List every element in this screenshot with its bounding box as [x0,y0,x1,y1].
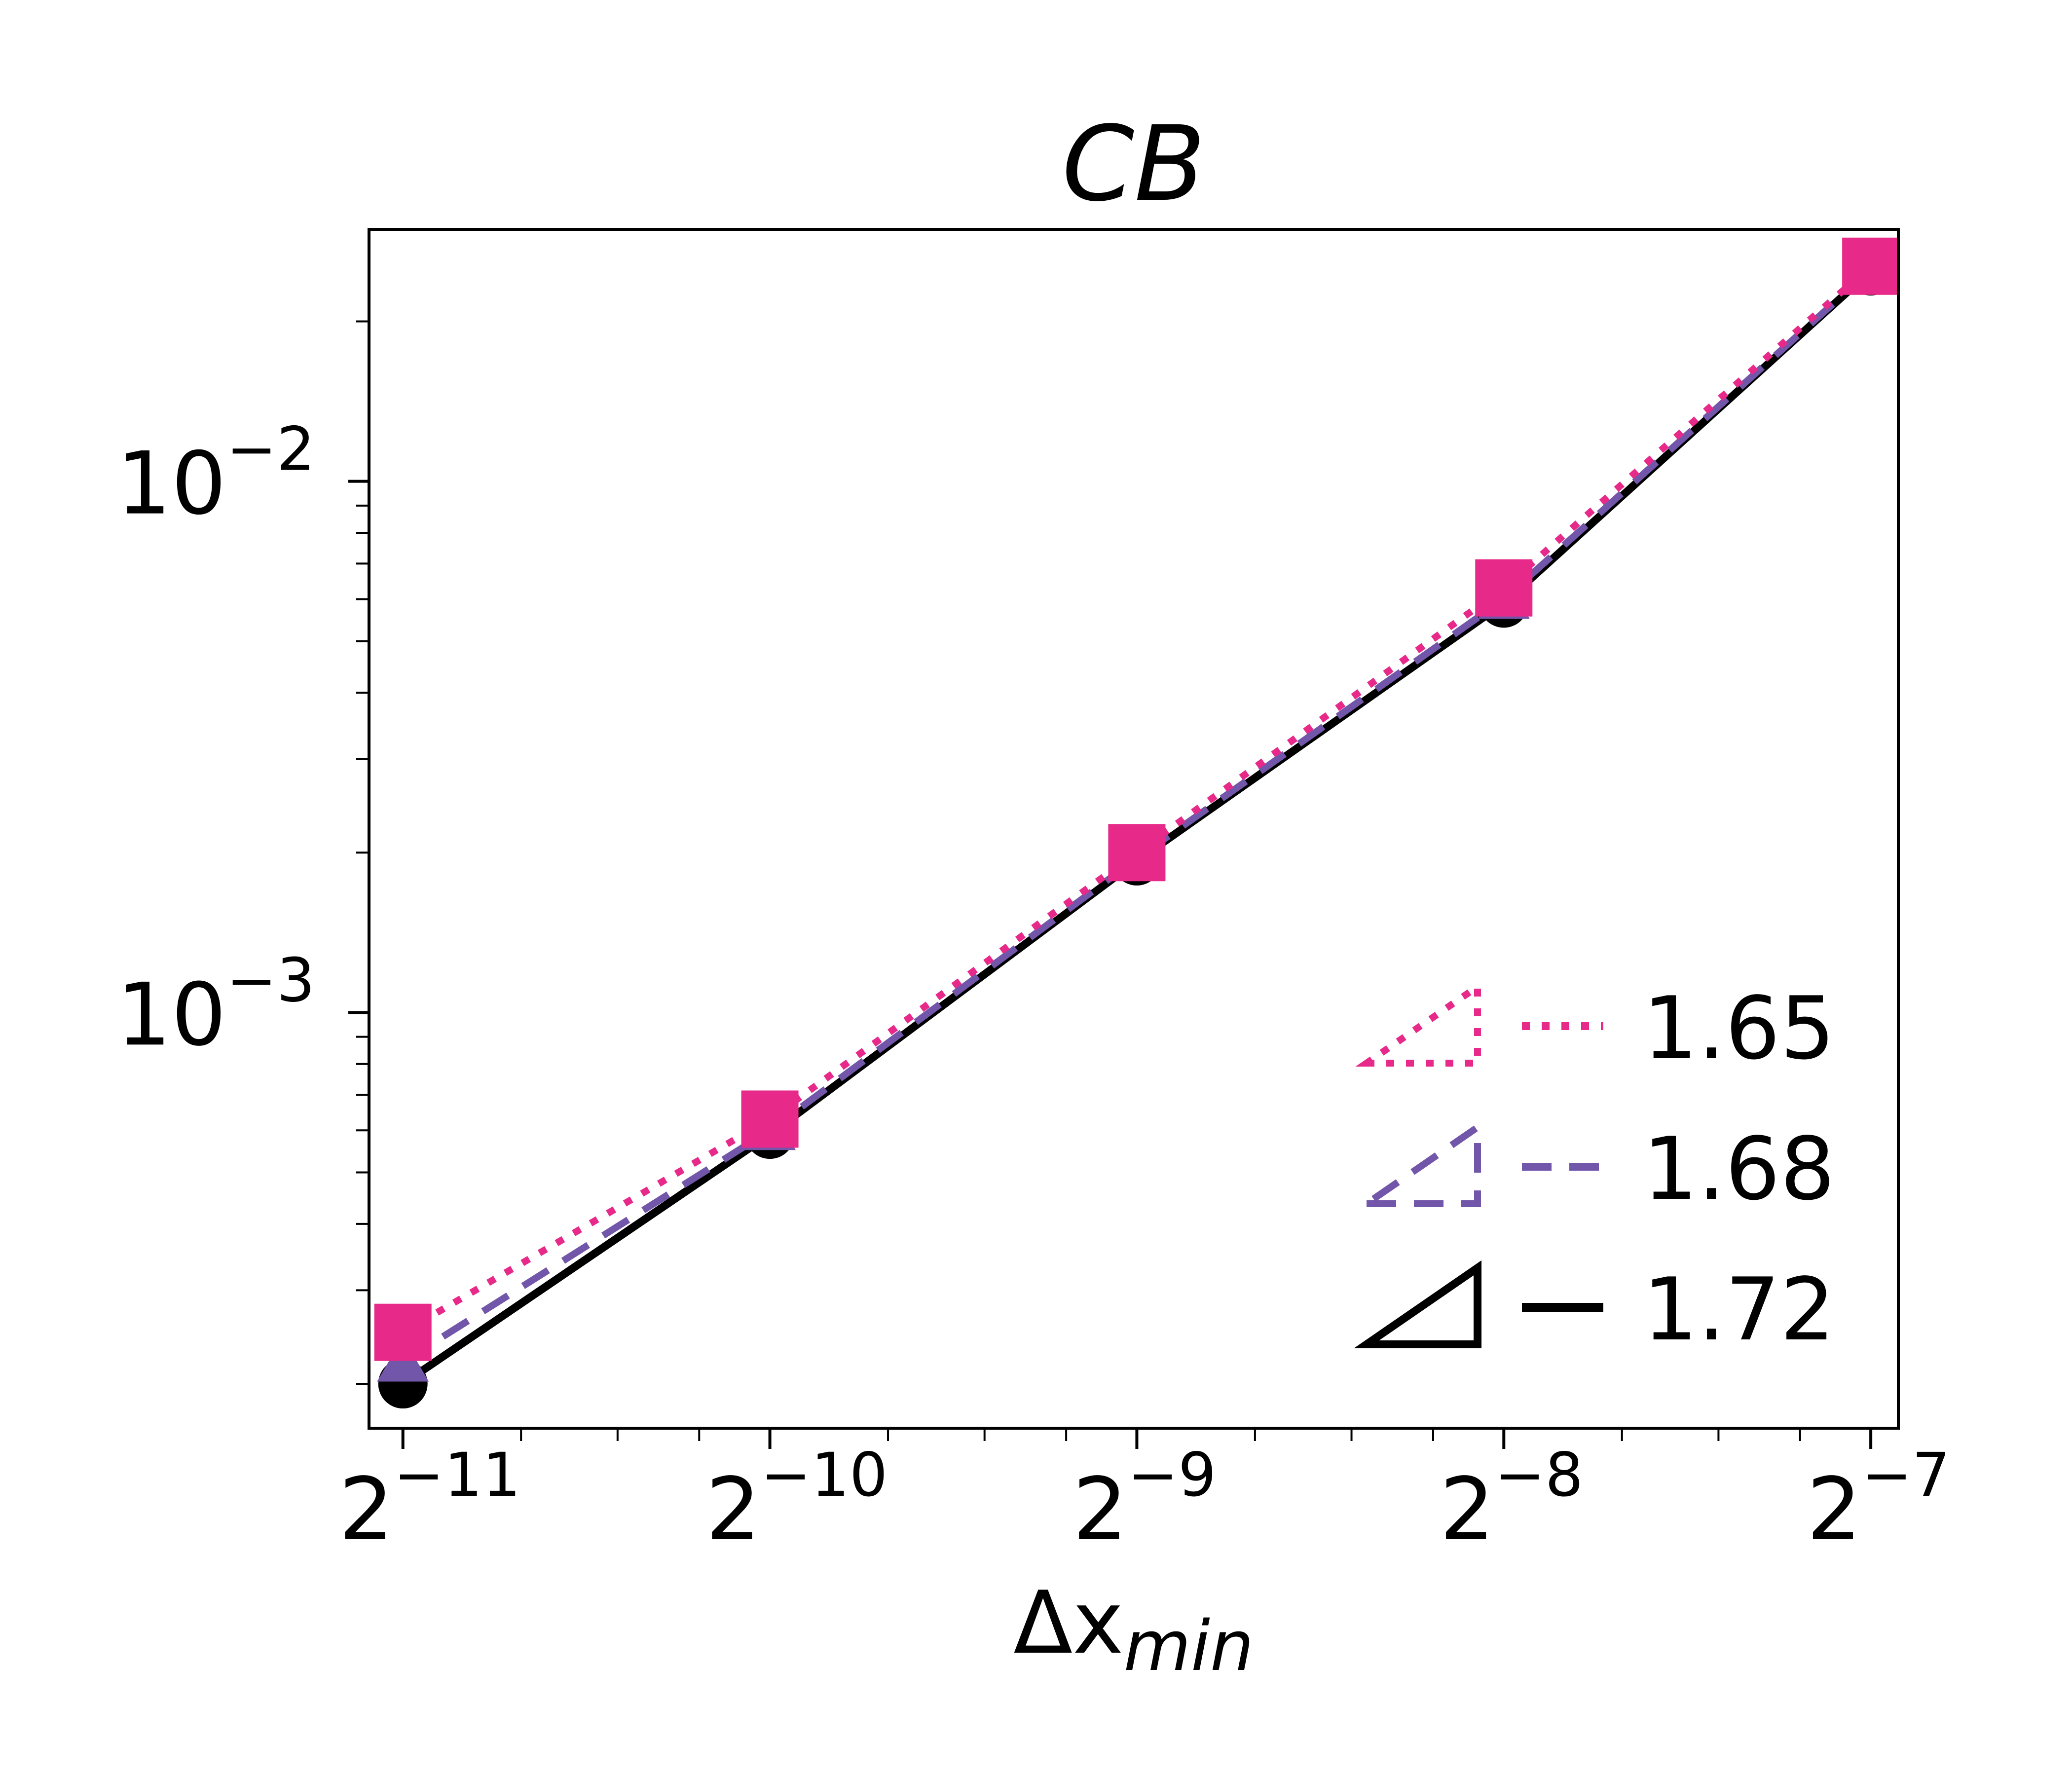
data-point-s3-2 [741,1090,799,1148]
plot-frame [368,228,1900,1430]
legend-label-dotted: 1.65 [1643,979,1835,1079]
x-tick-base: 2 [1073,1460,1127,1560]
x-axis-label-main: Δx [1013,1573,1123,1673]
y-tick-base: 10 [116,434,226,534]
data-point-s3-1 [374,1303,432,1361]
y-tick-label: 10−3 [116,945,315,1065]
legend: 1.65 1.68 1.72 [1354,979,1835,1360]
legend-label-dashed: 1.68 [1643,1119,1835,1220]
x-tick-exponent: −9 [1128,1440,1217,1510]
data-point-s3-3 [1108,824,1166,882]
x-axis-label-subscript: min [1124,1606,1254,1687]
legend-triangle-dotted [1355,980,1481,1067]
x-tick-exponent: −10 [761,1440,888,1510]
x-tick-label: 2−10 [706,1440,888,1560]
x-tick-base: 2 [1440,1460,1494,1560]
y-tick-label: 10−2 [116,414,315,534]
x-tick-label: 2−9 [1073,1440,1216,1560]
x-tick-exponent: −7 [1861,1440,1950,1510]
x-tick-label: 2−7 [1807,1440,1950,1560]
x-tick-base: 2 [706,1460,761,1560]
x-axis-label: Δxmin [1013,1573,1254,1687]
y-axis-ticks: 10−310−2 [116,414,369,1065]
plot-layer [374,237,1900,1409]
legend-label-solid: 1.72 [1643,1260,1835,1360]
x-tick-label: 2−8 [1440,1440,1583,1560]
minor-ticks [356,320,1801,1441]
x-tick-base: 2 [339,1460,394,1560]
x-tick-base: 2 [1807,1460,1861,1560]
y-tick-exponent: −3 [226,945,315,1015]
data-point-s3-5 [1842,237,1900,295]
x-tick-exponent: −11 [394,1440,520,1510]
y-tick-exponent: −2 [226,414,315,484]
x-tick-label: 2−11 [339,1440,521,1560]
series-line-2 [401,267,1873,1365]
series-line-3 [401,263,1873,1335]
legend-triangle-solid [1354,1260,1481,1348]
svg-text:Δxmin: Δxmin [1013,1573,1254,1687]
chart-title: CB [1062,104,1206,224]
y-tick-base: 10 [116,965,226,1065]
x-tick-exponent: −8 [1495,1440,1584,1510]
x-axis-ticks: 2−11 2−10 2−9 2−8 2−7 [339,1428,1950,1560]
data-point-s3-4 [1475,559,1533,617]
legend-triangle-dashed [1355,1120,1481,1207]
